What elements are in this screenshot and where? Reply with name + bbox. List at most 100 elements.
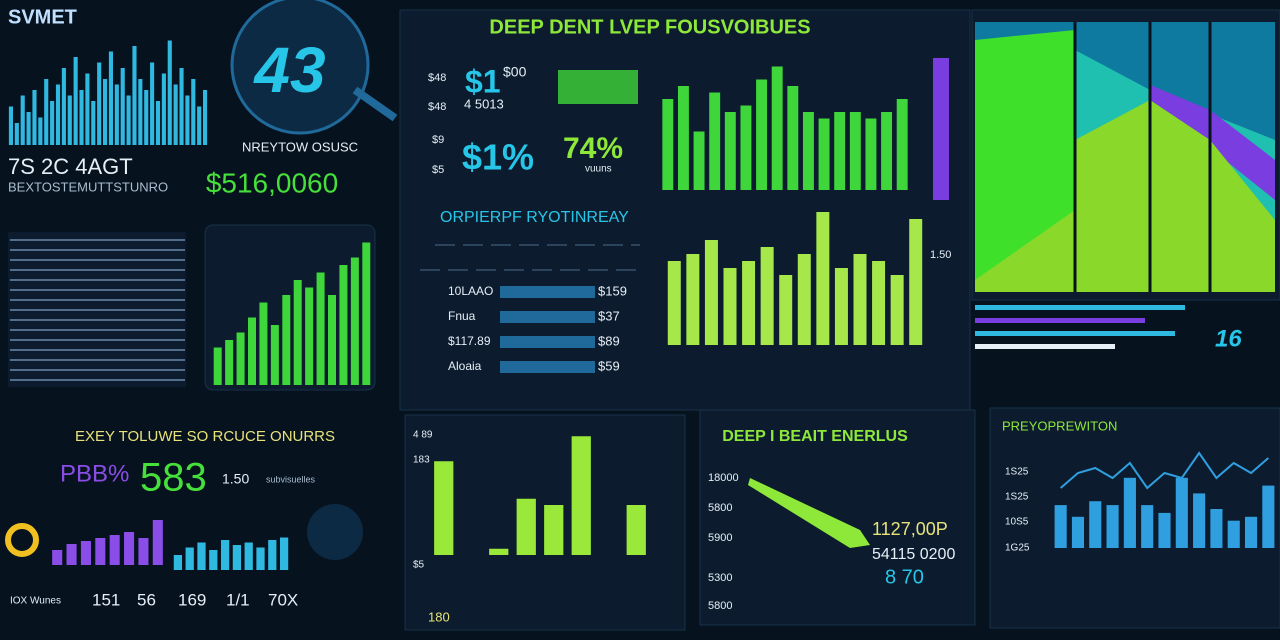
bar: [73, 57, 78, 145]
bar: [220, 540, 230, 570]
row-value: $89: [598, 333, 620, 348]
bar: [179, 68, 184, 145]
row-bar: [500, 361, 595, 373]
energy-panel: [699, 409, 976, 626]
bar: [120, 68, 125, 145]
energy-value-c: 8 70: [885, 566, 924, 588]
bar: [742, 261, 756, 345]
bar: [26, 112, 31, 145]
bar: [61, 68, 66, 145]
row-bar: [500, 311, 595, 323]
bar: [209, 550, 218, 570]
row-label: Aloaia: [448, 359, 482, 373]
bar: [236, 332, 245, 385]
bar: [489, 548, 509, 555]
bar: [723, 268, 737, 345]
axis-label: 5800: [708, 502, 732, 514]
bar: [268, 540, 277, 570]
bar: [677, 86, 689, 190]
sources-pct: PBB%: [60, 460, 129, 487]
bar: [818, 118, 830, 190]
bar: [1193, 493, 1206, 548]
bar: [197, 106, 202, 145]
bar: [872, 261, 886, 345]
bar: [155, 101, 161, 145]
big-price: $1: [465, 63, 501, 99]
bar: [571, 436, 591, 555]
side-price: $48: [428, 101, 446, 113]
axis-labels: 18000 5800 5900 5300 5800: [708, 472, 739, 612]
bar: [225, 340, 234, 385]
bar: [1227, 520, 1240, 548]
bar: [1158, 512, 1171, 548]
bar: [161, 73, 166, 145]
footer-item: 56: [137, 590, 156, 609]
bar: [626, 505, 646, 555]
bar: [1175, 477, 1188, 548]
top-bar-chart: [662, 66, 908, 190]
bar: [797, 254, 811, 345]
area-layer: [1150, 85, 1275, 200]
bar: [108, 51, 113, 145]
big-price-sub: 4 5013: [464, 96, 504, 111]
bar: [282, 295, 291, 385]
bar: [197, 542, 206, 570]
bar: [44, 79, 49, 145]
logo-caption: NREYTOW OSUSC: [242, 139, 358, 154]
row-bar: [500, 336, 595, 348]
bar: [152, 520, 163, 565]
percent-b-note: vuuns: [585, 164, 612, 175]
bar: [66, 544, 77, 565]
table: 10LAAO $159 Fnua $37 $117.89 $89 Aloaia $59: [448, 283, 627, 373]
logo-handle: [352, 86, 398, 122]
bar: [114, 84, 119, 145]
bar: [85, 73, 90, 145]
bar: [896, 99, 908, 190]
bar: [1244, 516, 1258, 548]
footer: IOX Wunes 151 56 169 1/1 70X: [10, 590, 298, 609]
bar: [38, 117, 43, 145]
bar: [50, 101, 55, 145]
bar: [138, 538, 149, 565]
bar: [1054, 505, 1067, 548]
center-title: DEEP DENT LVEP FOUSVOIBUES: [489, 16, 810, 38]
side-price: $5: [432, 164, 444, 176]
table-title: ORPIERPF RYOTINREAY: [440, 209, 629, 226]
row-value: $37: [598, 308, 620, 323]
area-layer: [975, 100, 1275, 292]
area-chart: [975, 22, 1275, 349]
bar: [740, 105, 752, 190]
bar: [138, 79, 143, 145]
bar: [834, 112, 846, 190]
bar: [849, 112, 861, 190]
bar: [362, 242, 371, 385]
bar: [771, 66, 783, 190]
bar: [173, 555, 183, 570]
bar: [185, 95, 190, 145]
stripe: [975, 305, 1185, 310]
bar: [52, 550, 63, 565]
row-label: Fnua: [448, 309, 476, 323]
stripes: [8, 232, 186, 387]
bar: [248, 317, 256, 385]
mid-bars-label: 1.50: [930, 249, 951, 261]
bar: [97, 62, 102, 145]
bar: [686, 254, 700, 345]
energy-title: DEEP I BEAIT ENERLUS: [722, 428, 908, 445]
bar: [126, 95, 131, 145]
footer-item: 151: [92, 590, 120, 609]
bar: [1071, 516, 1085, 548]
bar: [1123, 477, 1136, 548]
bar: [55, 84, 61, 145]
bar: [516, 498, 536, 555]
dot: [307, 504, 363, 560]
spark-chart: [8, 40, 208, 145]
bar: [293, 280, 302, 385]
bar: [328, 295, 336, 385]
bar: [167, 40, 172, 145]
energy-value-a: 1127,00P: [872, 519, 948, 539]
axis-label: 4 89: [413, 430, 433, 441]
axis-label: 5800: [708, 600, 732, 612]
bar: [693, 131, 705, 190]
area-layer: [975, 30, 1075, 280]
